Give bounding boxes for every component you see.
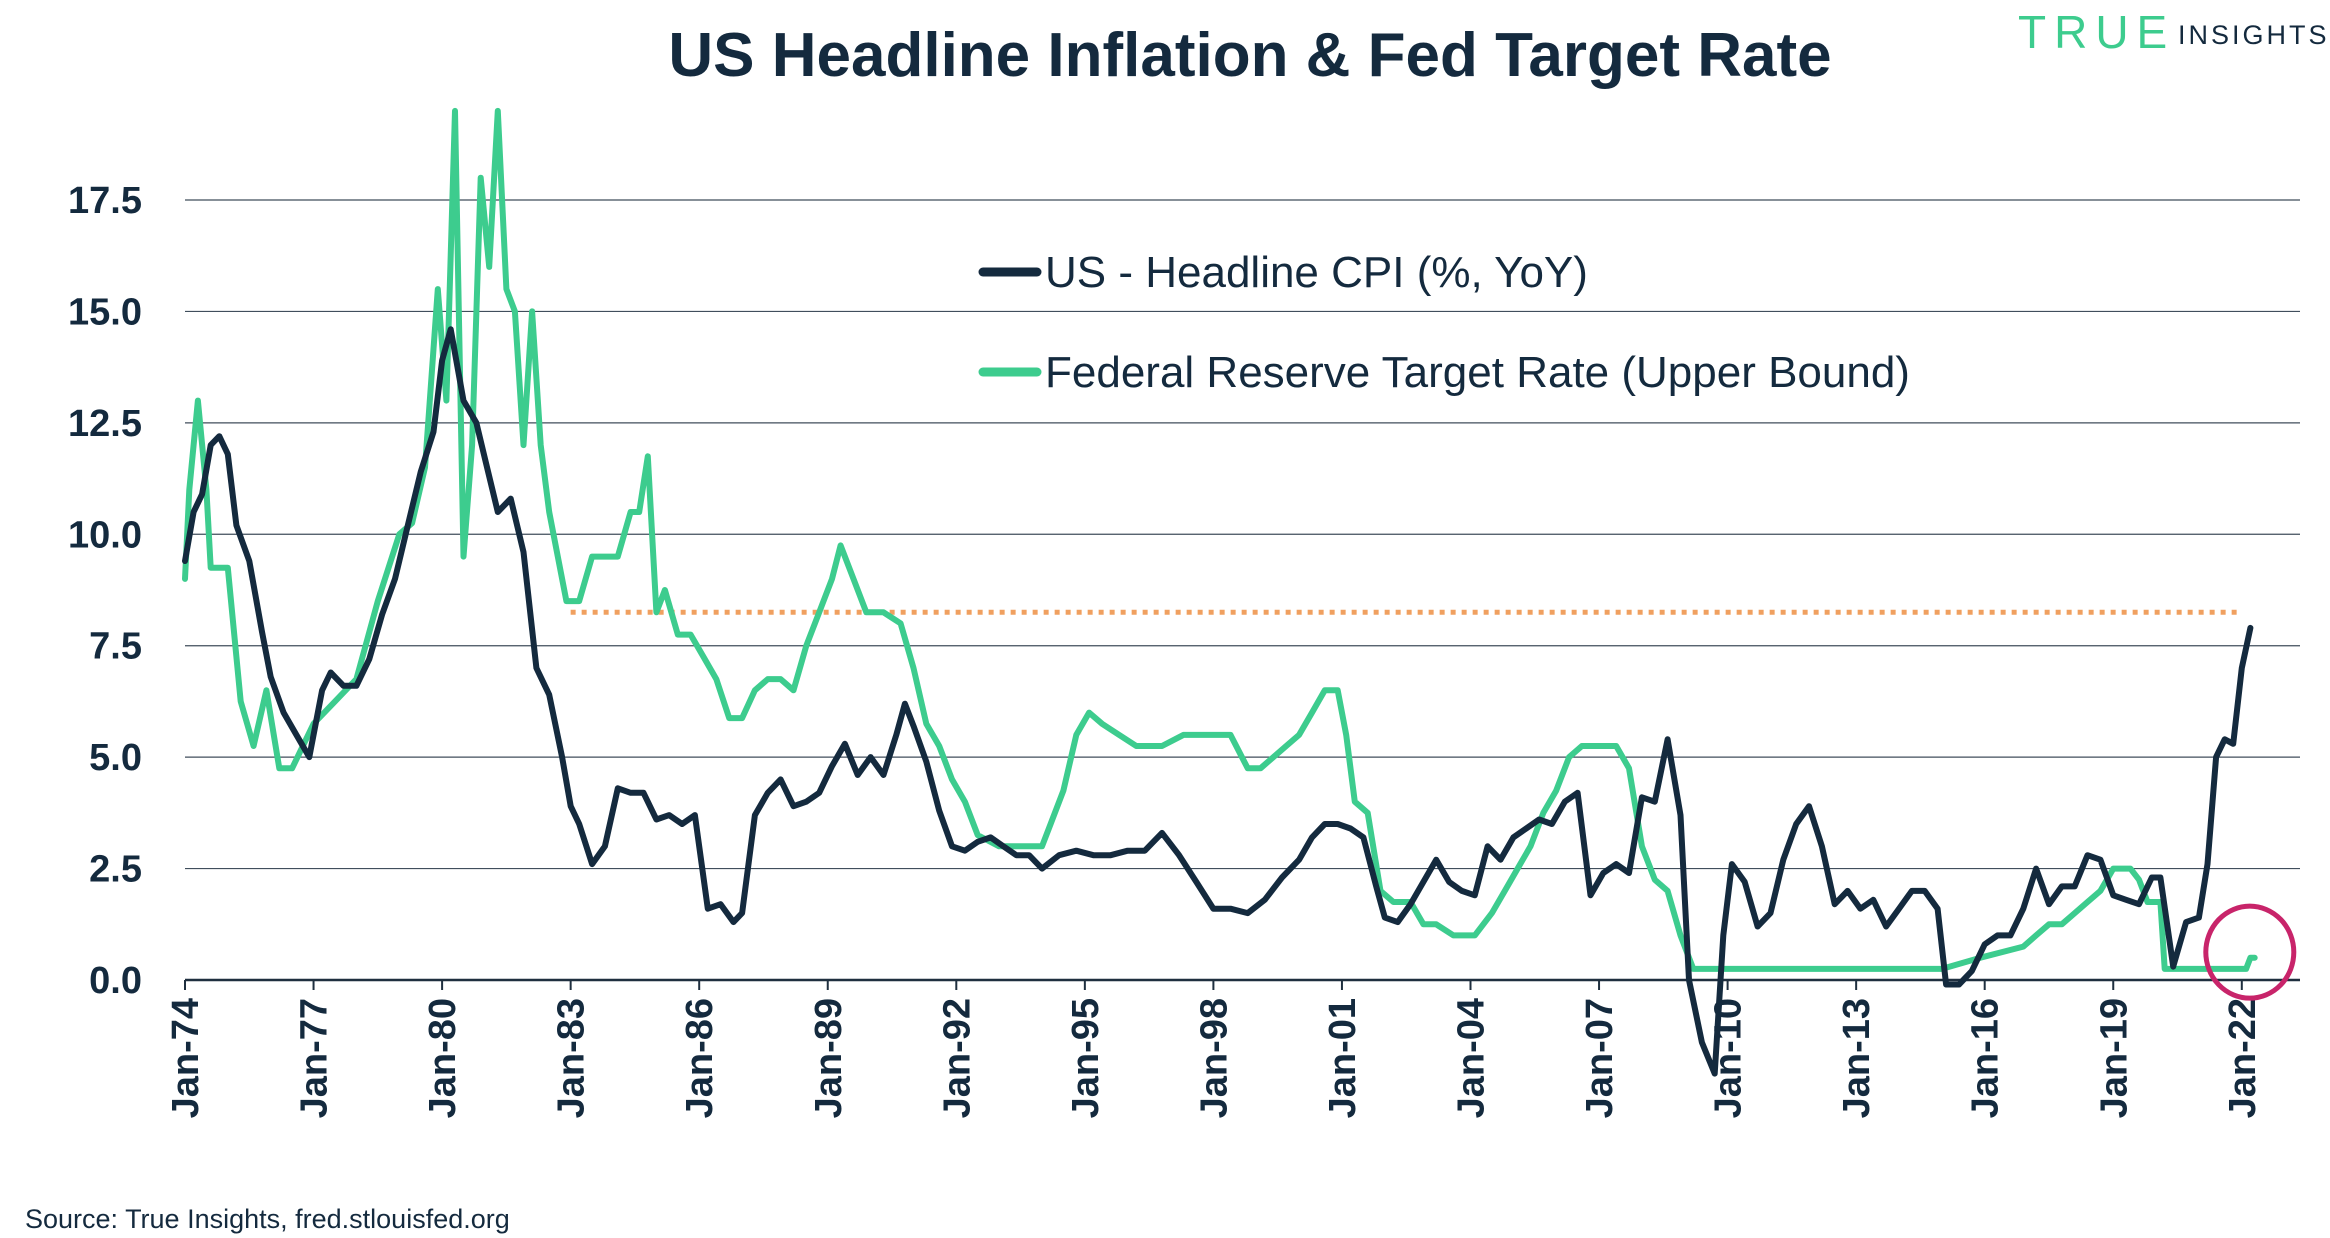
y-tick-label: 10.0	[68, 514, 142, 556]
y-tick-label: 5.0	[89, 737, 142, 779]
x-tick-label: Jan-89	[808, 998, 850, 1118]
x-axis-ticks: Jan-74 Jan-77 Jan-80 Jan-83 Jan-86 Jan-89 Jan-…	[165, 980, 2264, 1118]
x-tick-label: Jan-19	[2093, 998, 2135, 1118]
y-tick-label: 15.0	[68, 291, 142, 333]
legend-label: Federal Reserve Target Rate (Upper Bound…	[1045, 348, 1910, 397]
legend-label: US - Headline CPI (%, YoY)	[1045, 248, 1588, 297]
logo-true-text: TRUE	[2018, 6, 2175, 58]
series-layer	[182, 107, 2297, 1077]
x-tick-label: Jan-92	[936, 998, 978, 1118]
brand-logo: TRUE INSIGHTS	[2018, 6, 2330, 58]
x-tick-label: Jan-80	[422, 998, 464, 1118]
series-line-fed-rate	[182, 107, 2258, 972]
x-tick-label: Jan-04	[1451, 998, 1493, 1118]
legend: US - Headline CPI (%, YoY) Federal Reserv…	[978, 248, 1910, 397]
x-tick-label: Jan-07	[1579, 998, 1621, 1118]
source-note: Source: True Insights, fred.stlouisfed.o…	[25, 1204, 510, 1234]
x-tick-label: Jan-95	[1065, 998, 1107, 1118]
y-tick-label: 7.5	[89, 626, 142, 668]
x-tick-label: Jan-83	[551, 998, 593, 1118]
gridlines	[185, 199, 2300, 982]
x-tick-label: Jan-16	[1965, 998, 2007, 1118]
x-tick-label: Jan-13	[1836, 998, 1878, 1118]
highlight-circle	[2203, 903, 2297, 1001]
chart-title: US Headline Inflation & Fed Target Rate	[668, 21, 1831, 90]
y-tick-label: 17.5	[68, 180, 142, 222]
y-axis-ticks: 0.0 2.5 5.0 7.5 10.0 12.5 15.0 17.5	[68, 180, 142, 1002]
y-tick-label: 2.5	[89, 849, 142, 891]
x-tick-label: Jan-22	[2222, 998, 2264, 1118]
x-tick-label: Jan-74	[165, 998, 207, 1118]
y-tick-label: 0.0	[89, 960, 142, 1002]
x-tick-label: Jan-77	[294, 998, 336, 1118]
x-tick-label: Jan-01	[1322, 998, 1364, 1118]
x-tick-label: Jan-98	[1193, 998, 1235, 1118]
y-tick-label: 12.5	[68, 403, 142, 445]
series-line-cpi	[182, 326, 2254, 1077]
x-tick-label: Jan-86	[679, 998, 721, 1118]
logo-insights-text: INSIGHTS	[2178, 20, 2330, 50]
